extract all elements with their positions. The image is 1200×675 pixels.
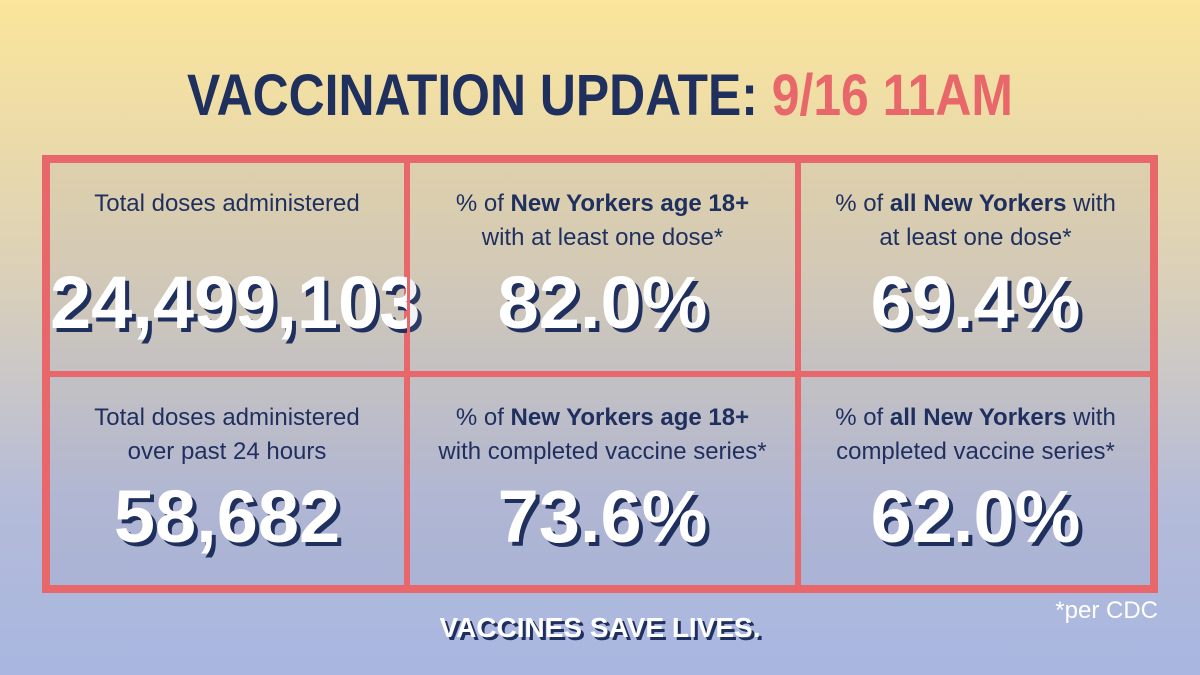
label-text: at least one dose* <box>879 224 1072 251</box>
label-text: Total doses administered <box>94 190 360 217</box>
label-emphasis: New Yorkers age 18+ <box>510 190 750 217</box>
label-emphasis: New Yorkers age 18+ <box>510 404 750 431</box>
label-line: over past 24 hours <box>50 435 404 469</box>
label-line: at least one dose* <box>801 221 1150 255</box>
stat-value: 62.0% <box>870 475 1081 558</box>
label-text: % of <box>455 404 511 431</box>
label-line: % of all New Yorkers with <box>801 401 1150 435</box>
stat-label: Total doses administered over past 24 hou… <box>50 401 404 469</box>
stat-label: % of all New Yorkers with at least one do… <box>801 187 1150 255</box>
label-text: completed vaccine series* <box>836 438 1115 465</box>
stats-grid: Total doses administered 24,499,103% of N… <box>42 155 1158 593</box>
label-text: % of <box>455 190 511 217</box>
title-text: VACCINATION UPDATE: <box>187 63 758 128</box>
footnote: *per CDC <box>1055 597 1158 624</box>
stat-value: 24,499,103 <box>50 261 421 344</box>
label-emphasis: all New Yorkers <box>889 190 1067 217</box>
stat-cell: % of New Yorkers age 18+ with at least on… <box>407 160 798 374</box>
label-text: % of <box>835 404 890 431</box>
label-text: Total doses administered <box>94 404 360 431</box>
label-line: Total doses administered <box>50 187 404 221</box>
label-line: % of New Yorkers age 18+ <box>410 187 795 221</box>
stat-cell: % of New Yorkers age 18+ with completed v… <box>407 374 798 588</box>
label-line: with completed vaccine series* <box>410 435 795 469</box>
slogan: VACCINES SAVE LIVES. <box>439 612 761 643</box>
stat-value: 82.0% <box>497 261 708 344</box>
title-date: 9/16 11AM <box>771 63 1013 128</box>
label-line: completed vaccine series* <box>801 435 1150 469</box>
stat-label: % of New Yorkers age 18+ with completed v… <box>410 401 795 469</box>
stat-cell: % of all New Yorkers with at least one do… <box>798 160 1153 374</box>
stat-cell: % of all New Yorkers with completed vacci… <box>798 374 1153 588</box>
label-text: over past 24 hours <box>127 438 327 465</box>
stat-label: % of all New Yorkers with completed vacci… <box>801 401 1150 469</box>
label-text: % of <box>835 190 890 217</box>
label-emphasis: all New Yorkers <box>889 404 1067 431</box>
label-text: with <box>1066 404 1116 431</box>
label-line: % of New Yorkers age 18+ <box>410 401 795 435</box>
stat-label: Total doses administered <box>50 187 404 221</box>
label-line: Total doses administered <box>50 401 404 435</box>
label-line: with at least one dose* <box>410 221 795 255</box>
label-text: with completed vaccine series* <box>438 438 767 465</box>
stat-value: 58,682 <box>113 475 341 558</box>
label-text: with <box>1066 190 1116 217</box>
stat-cell: Total doses administered over past 24 hou… <box>47 374 407 588</box>
title: VACCINATION UPDATE: 9/16 11AM <box>84 62 1116 129</box>
stat-cell: Total doses administered 24,499,103 <box>47 160 421 374</box>
stat-label: % of New Yorkers age 18+ with at least on… <box>410 187 795 255</box>
label-text: with at least one dose* <box>481 224 724 251</box>
stat-value: 69.4% <box>870 261 1081 344</box>
label-line: % of all New Yorkers with <box>801 187 1150 221</box>
stat-value: 73.6% <box>497 475 708 558</box>
